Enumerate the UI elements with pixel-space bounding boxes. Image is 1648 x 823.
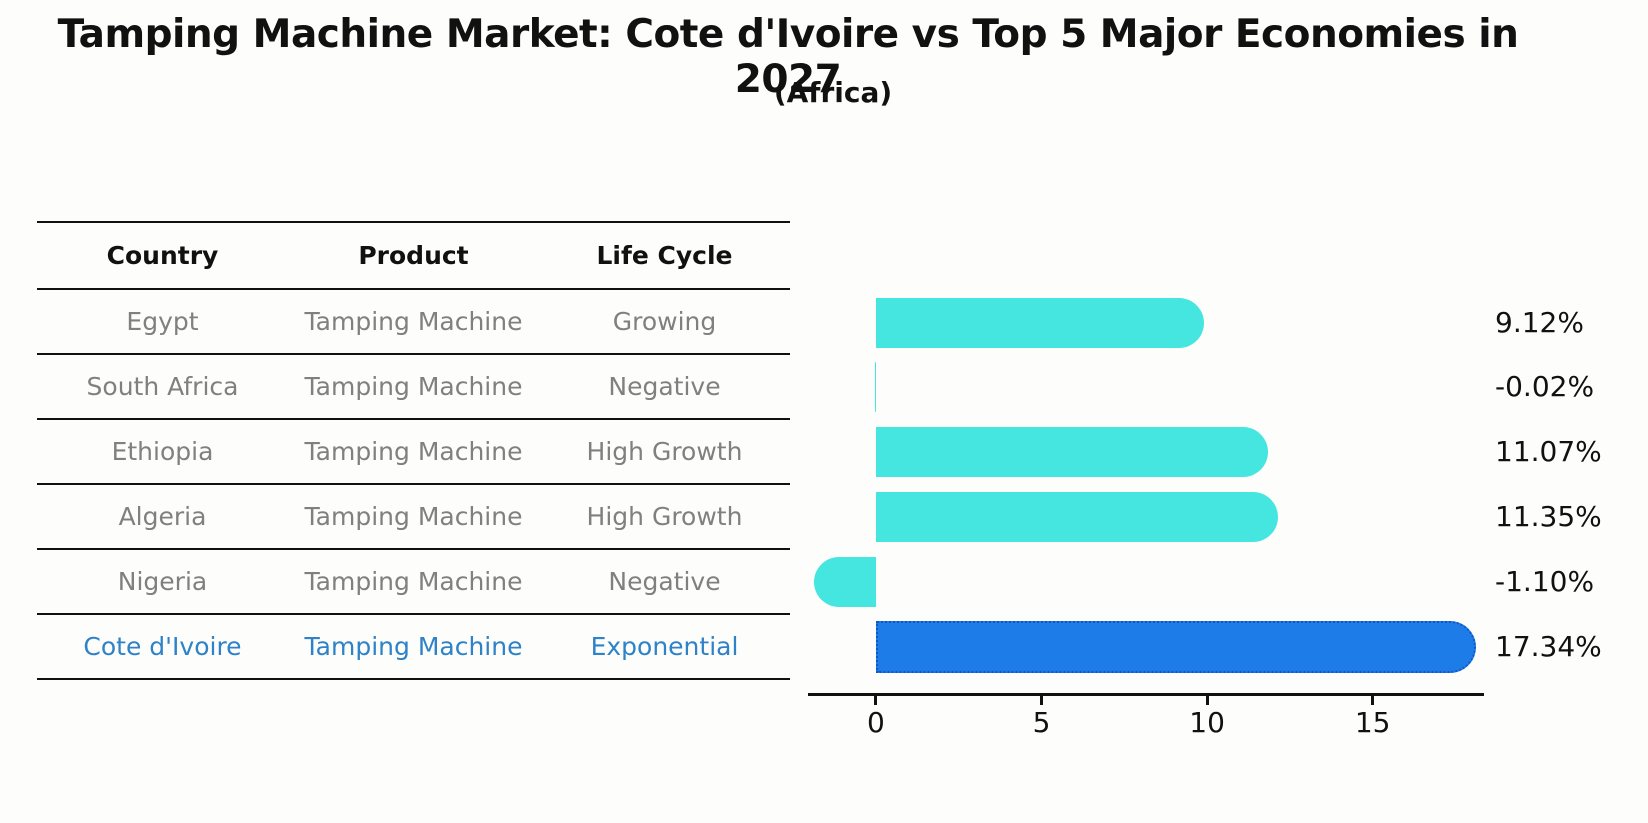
x-axis-tick — [874, 696, 878, 705]
cell-life-cycle: Growing — [612, 307, 717, 336]
bar-value-label: 11.35% — [1495, 499, 1602, 533]
cell-country: Ethiopia — [111, 437, 214, 466]
x-axis-tick — [1371, 696, 1375, 705]
column-header-life-cycle: Life Cycle — [596, 241, 733, 270]
cell-life-cycle: Exponential — [590, 632, 739, 661]
table-row: Egypt Tamping Machine Growing — [37, 290, 790, 355]
bar — [875, 427, 1269, 478]
x-axis-line — [808, 693, 1484, 696]
x-axis-tick-label: 5 — [1032, 706, 1051, 739]
cell-country: South Africa — [86, 372, 239, 401]
bar-value-label: 9.12% — [1495, 305, 1584, 339]
x-axis-tick-label: 15 — [1354, 706, 1391, 739]
cell-life-cycle: High Growth — [586, 502, 743, 531]
cell-country: Cote d'Ivoire — [83, 632, 242, 661]
cell-product: Tamping Machine — [304, 567, 523, 596]
bar-value-label: -0.02% — [1495, 370, 1595, 404]
chart-subtitle: (Africa) — [773, 76, 893, 109]
column-header-product: Product — [358, 241, 469, 270]
table-row: Ethiopia Tamping Machine High Growth — [37, 420, 790, 485]
cell-product: Tamping Machine — [304, 632, 523, 661]
bar — [813, 556, 876, 607]
bar-value-label: 11.07% — [1495, 435, 1602, 469]
table-row: South Africa Tamping Machine Negative — [37, 355, 790, 420]
table-row: Nigeria Tamping Machine Negative — [37, 550, 790, 615]
x-axis-tick-label: 0 — [866, 706, 885, 739]
cell-product: Tamping Machine — [304, 372, 523, 401]
bar — [875, 297, 1204, 348]
x-axis-tick — [1205, 696, 1209, 705]
cell-life-cycle: Negative — [608, 372, 721, 401]
bar-highlighted — [875, 620, 1477, 673]
table-row: Algeria Tamping Machine High Growth — [37, 485, 790, 550]
chart-title: Tamping Machine Market: Cote d'Ivoire vs… — [57, 12, 1519, 102]
bar-value-label: -1.10% — [1495, 564, 1595, 598]
cell-country: Algeria — [118, 502, 207, 531]
cell-product: Tamping Machine — [304, 437, 523, 466]
cell-life-cycle: High Growth — [586, 437, 743, 466]
bar — [875, 491, 1278, 542]
x-axis-tick-label: 10 — [1189, 706, 1225, 739]
table-header-row: Country Product Life Cycle — [37, 223, 790, 290]
bar-value-label: 17.34% — [1495, 629, 1602, 663]
cell-product: Tamping Machine — [304, 502, 523, 531]
cell-product: Tamping Machine — [304, 307, 523, 336]
cell-country: Egypt — [126, 307, 199, 336]
comparison-table: Country Product Life Cycle Egypt Tamping… — [37, 221, 790, 680]
column-header-country: Country — [106, 241, 219, 270]
bar — [875, 362, 876, 413]
table-row-highlighted: Cote d'Ivoire Tamping Machine Exponentia… — [37, 615, 790, 680]
cell-life-cycle: Negative — [608, 567, 721, 596]
cell-country: Nigeria — [117, 567, 208, 596]
x-axis-tick — [1040, 696, 1043, 705]
